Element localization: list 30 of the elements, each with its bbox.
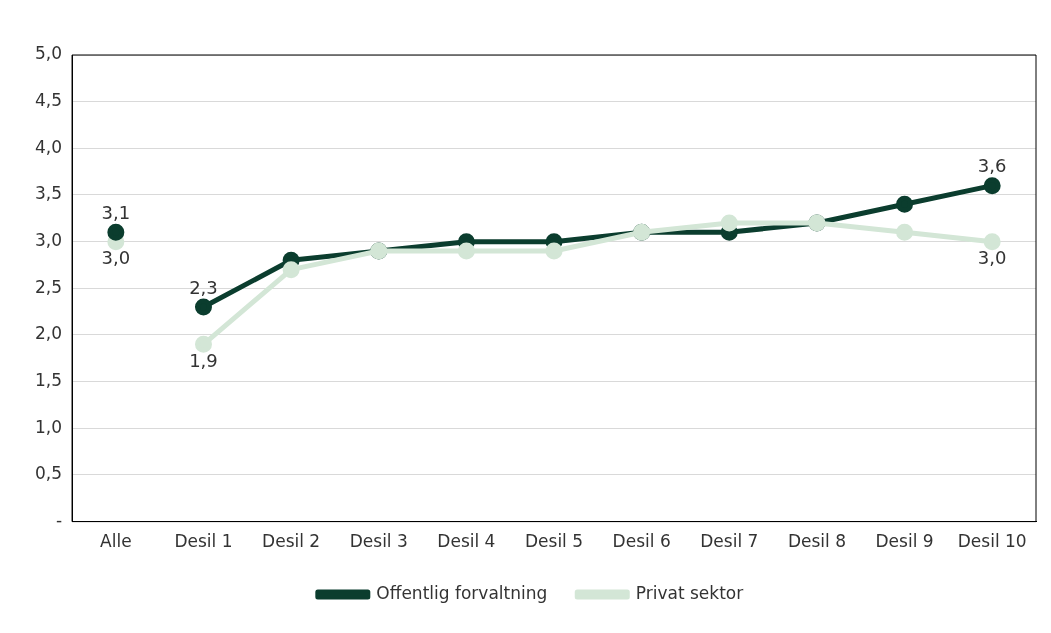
x-tick-label: Desil 9 <box>875 531 934 552</box>
y-tick-label: 2,0 <box>34 323 63 344</box>
x-tick-label: Alle <box>100 531 132 552</box>
x-tick-label: Desil 3 <box>349 531 408 552</box>
x-tick-label: Desil 7 <box>700 531 759 552</box>
y-tick-label: 3,0 <box>34 230 63 251</box>
x-tick-label: Desil 2 <box>262 531 321 552</box>
x-tick-label: Desil 10 <box>957 531 1027 552</box>
x-tick-label: Desil 5 <box>524 531 584 552</box>
x-tick-label: Desil 1 <box>174 531 233 552</box>
x-tick-label: Desil 4 <box>437 531 496 552</box>
y-tick-label: 5,0 <box>34 43 63 64</box>
y-tick-label: 4,0 <box>34 136 63 157</box>
x-tick-label: Desil 6 <box>612 531 671 552</box>
data-label: 2,3 <box>189 276 218 298</box>
y-tick-label: 0,5 <box>34 463 63 484</box>
y-tick-label: 1,5 <box>34 370 63 391</box>
data-label: 1,9 <box>189 349 218 371</box>
y-tick-label: - <box>55 510 63 531</box>
y-tick-label: 3,5 <box>34 183 63 204</box>
y-tick-label: 4,5 <box>34 90 63 111</box>
legend-label: Offentlig forvaltning <box>376 582 548 603</box>
data-label: 3,0 <box>977 247 1007 269</box>
data-label: 3,0 <box>101 247 131 269</box>
x-tick-label: Desil 8 <box>787 531 846 552</box>
y-tick-label: 1,0 <box>34 416 63 437</box>
data-label: 3,1 <box>101 201 131 223</box>
y-tick-label: 2,5 <box>34 276 63 297</box>
data-label: 3,6 <box>977 155 1007 177</box>
legend-label: Privat sektor <box>635 582 744 603</box>
